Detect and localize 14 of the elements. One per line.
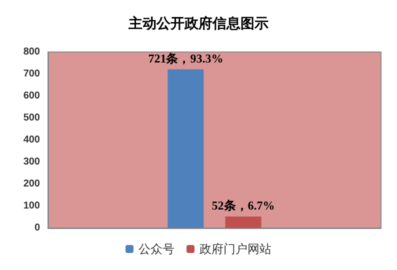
- y-tick-label: 700: [23, 68, 40, 80]
- y-tick-label: 200: [23, 178, 40, 190]
- chart-title: 主动公开政府信息图示: [128, 15, 268, 32]
- y-tick-label: 300: [23, 156, 40, 168]
- y-tick-label: 0: [34, 222, 40, 234]
- legend-label: 公众号: [138, 242, 174, 256]
- data-label: 721条，93.3%: [148, 51, 224, 66]
- data-label: 52条，6.7%: [212, 198, 275, 213]
- y-tick-label: 100: [23, 200, 40, 212]
- legend-label: 政府门户网站: [200, 242, 272, 256]
- y-tick-label: 400: [23, 134, 40, 146]
- y-tick-label: 500: [23, 112, 40, 124]
- y-tick-label: 800: [23, 46, 40, 58]
- y-tick-label: 600: [23, 90, 40, 102]
